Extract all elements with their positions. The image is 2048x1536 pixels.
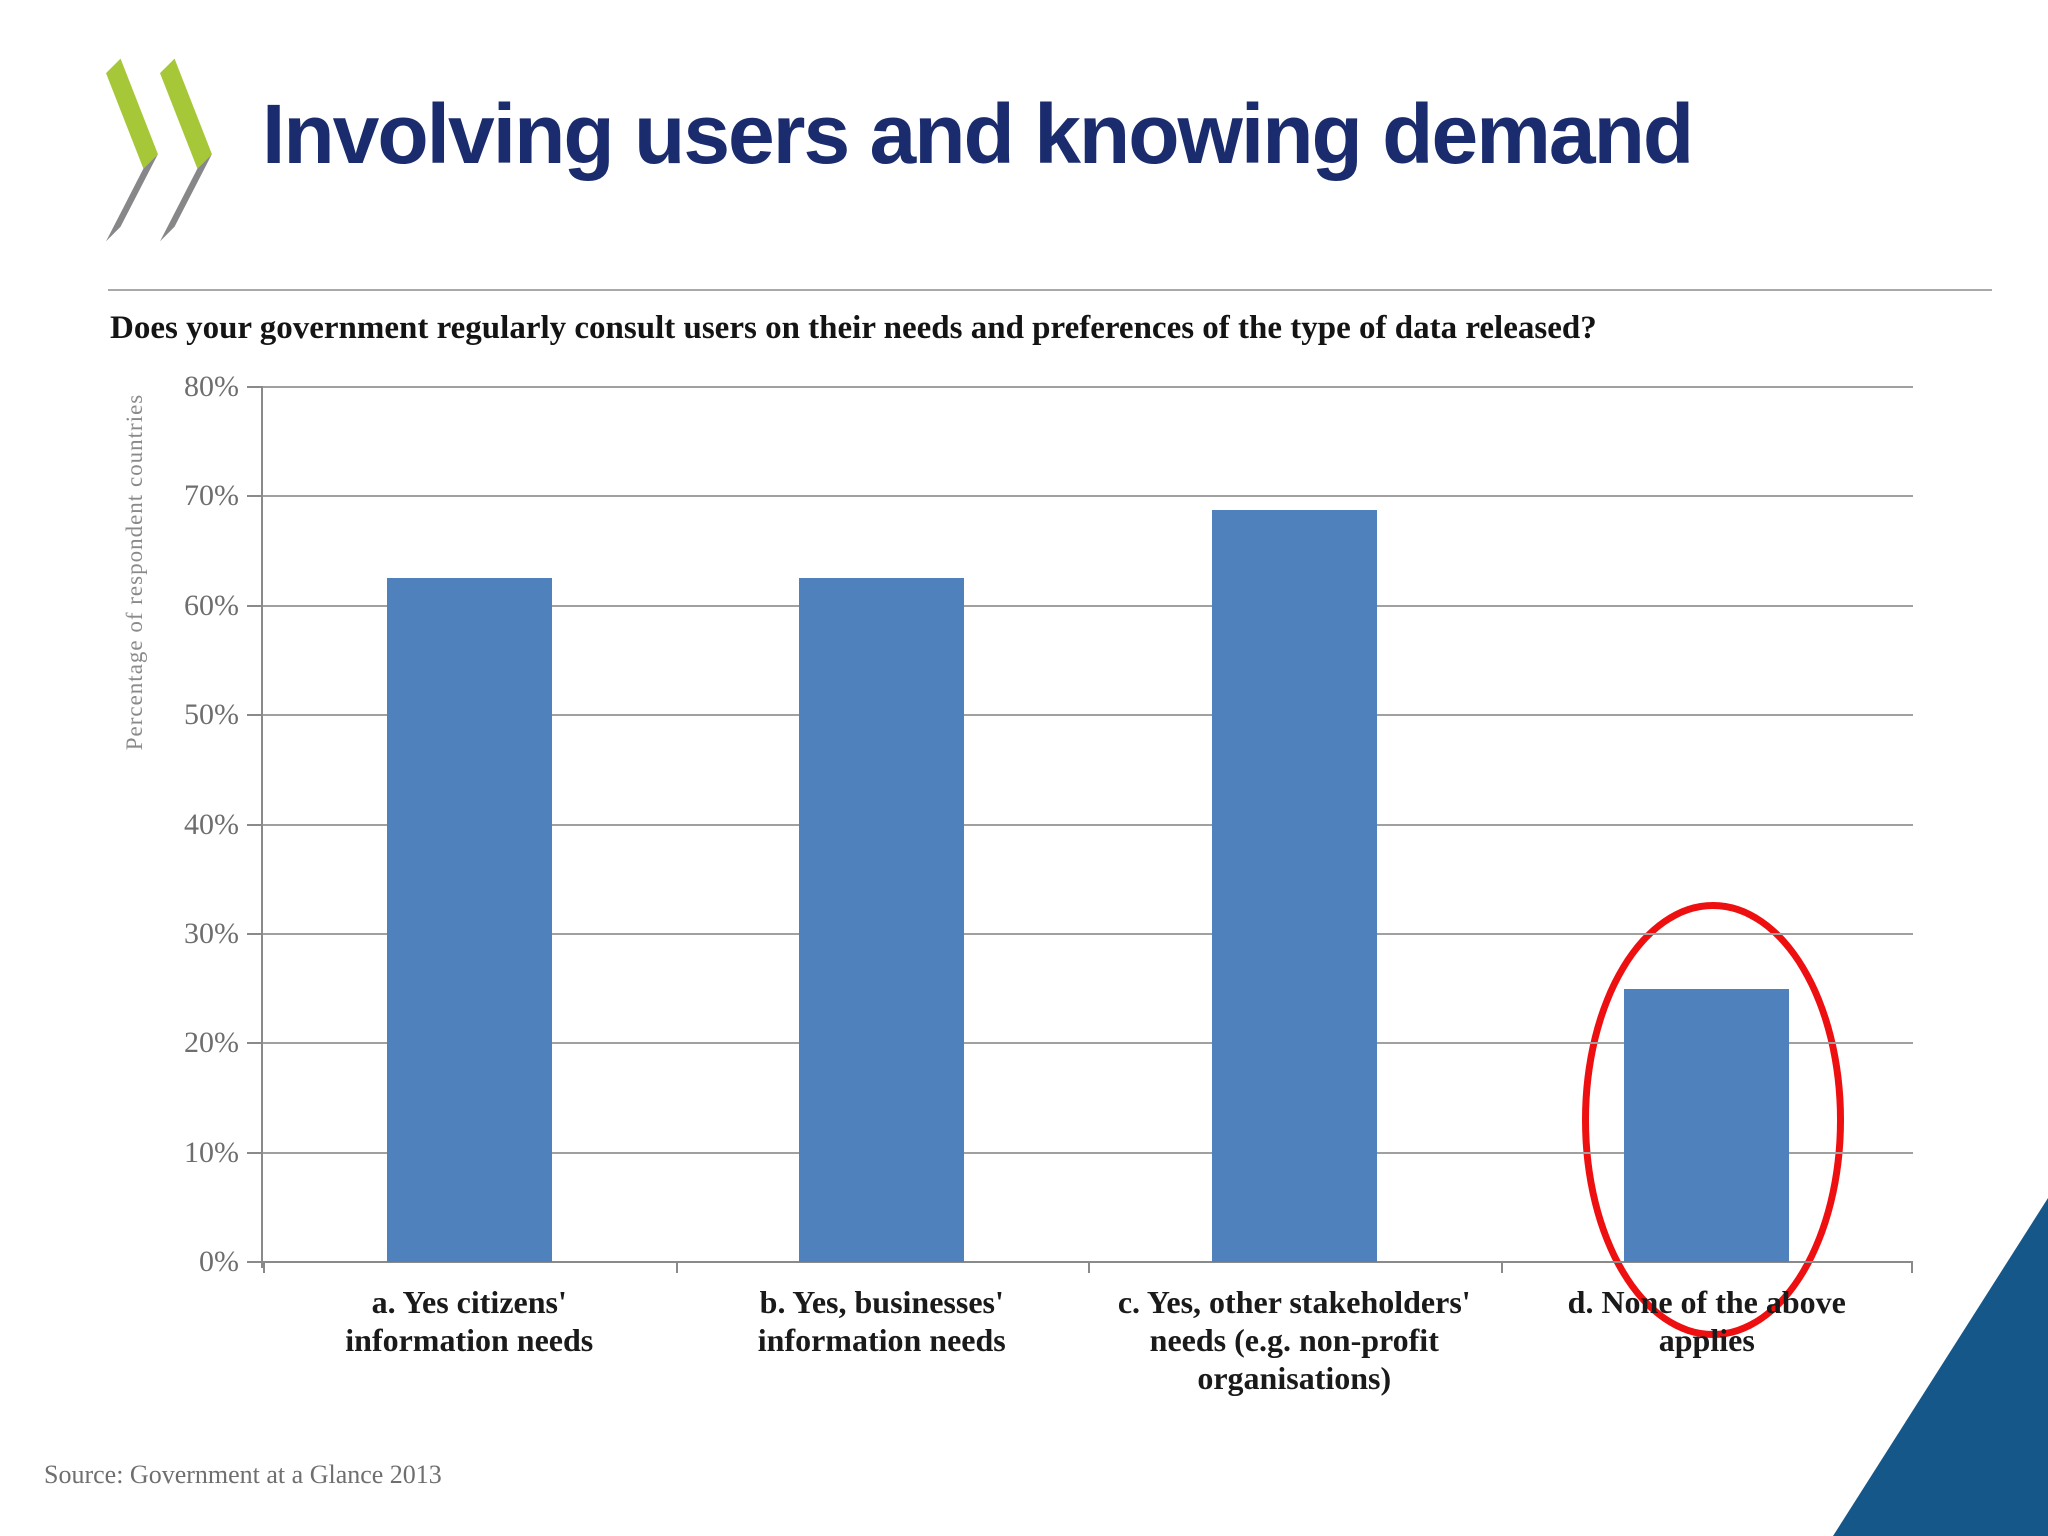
bar xyxy=(1624,988,1790,1262)
y-axis-tick-label: 40% xyxy=(184,807,239,841)
y-axis-tick xyxy=(247,823,263,826)
x-axis-tick xyxy=(675,1262,678,1273)
y-axis-tick xyxy=(247,1042,263,1045)
x-axis-label-text: d. None of the above applies xyxy=(1567,1284,1846,1358)
gridline xyxy=(263,495,1913,498)
chevron-right xyxy=(160,58,212,242)
y-axis-title: Percentage of respondent countries xyxy=(122,393,147,751)
y-axis-tick xyxy=(247,1261,263,1263)
oecd-double-chevron-icon xyxy=(106,58,212,242)
x-axis-labels: a. Yes citizens' information needs b. Yes… xyxy=(263,1284,1913,1494)
page-title: Involving users and knowing demand xyxy=(262,87,1694,181)
x-axis-tick xyxy=(1500,1262,1503,1273)
y-axis-tick xyxy=(247,495,263,498)
y-axis-tick xyxy=(247,604,263,607)
y-axis-tick-label: 0% xyxy=(199,1245,239,1278)
source-note: Source: Government at a Glance 2013 xyxy=(44,1460,442,1489)
bar xyxy=(386,578,552,1262)
gridline xyxy=(263,932,1913,935)
gridline xyxy=(263,823,1913,826)
chevron-left xyxy=(106,58,158,242)
gridline xyxy=(263,1042,1913,1045)
gridline xyxy=(263,604,1913,607)
x-axis-tick xyxy=(263,1262,265,1273)
highlight-ellipse xyxy=(1582,902,1845,1339)
bar xyxy=(1211,509,1377,1262)
y-axis-line xyxy=(261,387,263,1268)
y-axis-tick xyxy=(247,932,263,935)
plot-area: 0% 10% 20% 30% 40% 50% 60% 70% 80% xyxy=(184,370,1913,1339)
x-axis-label-text: a. Yes citizens' information needs xyxy=(345,1284,594,1358)
y-axis-tick-label: 20% xyxy=(184,1026,239,1060)
x-axis-tick xyxy=(1911,1262,1913,1273)
y-axis-tick xyxy=(247,714,263,717)
y-axis-tick-label: 50% xyxy=(184,698,239,732)
chart-question: Does your government regularly consult u… xyxy=(110,310,1597,346)
x-axis-label-text: b. Yes, businesses' information needs xyxy=(757,1284,1006,1358)
y-axis-tick xyxy=(247,1151,263,1154)
x-axis-label-text: c. Yes, other stakeholders' needs (e.g. … xyxy=(1117,1284,1471,1396)
x-axis-label: b. Yes, businesses' information needs xyxy=(676,1284,1089,1360)
y-axis-tick-label: 60% xyxy=(184,588,239,622)
gridline xyxy=(263,714,1913,717)
y-axis-tick-label: 30% xyxy=(184,916,239,950)
y-axis-tick-label: 10% xyxy=(184,1135,239,1169)
x-axis-tick xyxy=(1088,1262,1090,1273)
y-axis-tick-label: 80% xyxy=(184,370,239,403)
bar xyxy=(799,578,965,1262)
y-axis-tick xyxy=(247,386,263,388)
y-axis-tick-label: 70% xyxy=(184,479,239,513)
header-divider xyxy=(108,289,1992,291)
gridline xyxy=(263,1151,1913,1154)
gridline xyxy=(263,386,1913,388)
x-axis-label: c. Yes, other stakeholders' needs (e.g. … xyxy=(1088,1284,1501,1397)
x-axis-label: d. None of the above applies xyxy=(1501,1284,1914,1360)
x-axis-label: a. Yes citizens' information needs xyxy=(263,1284,676,1360)
